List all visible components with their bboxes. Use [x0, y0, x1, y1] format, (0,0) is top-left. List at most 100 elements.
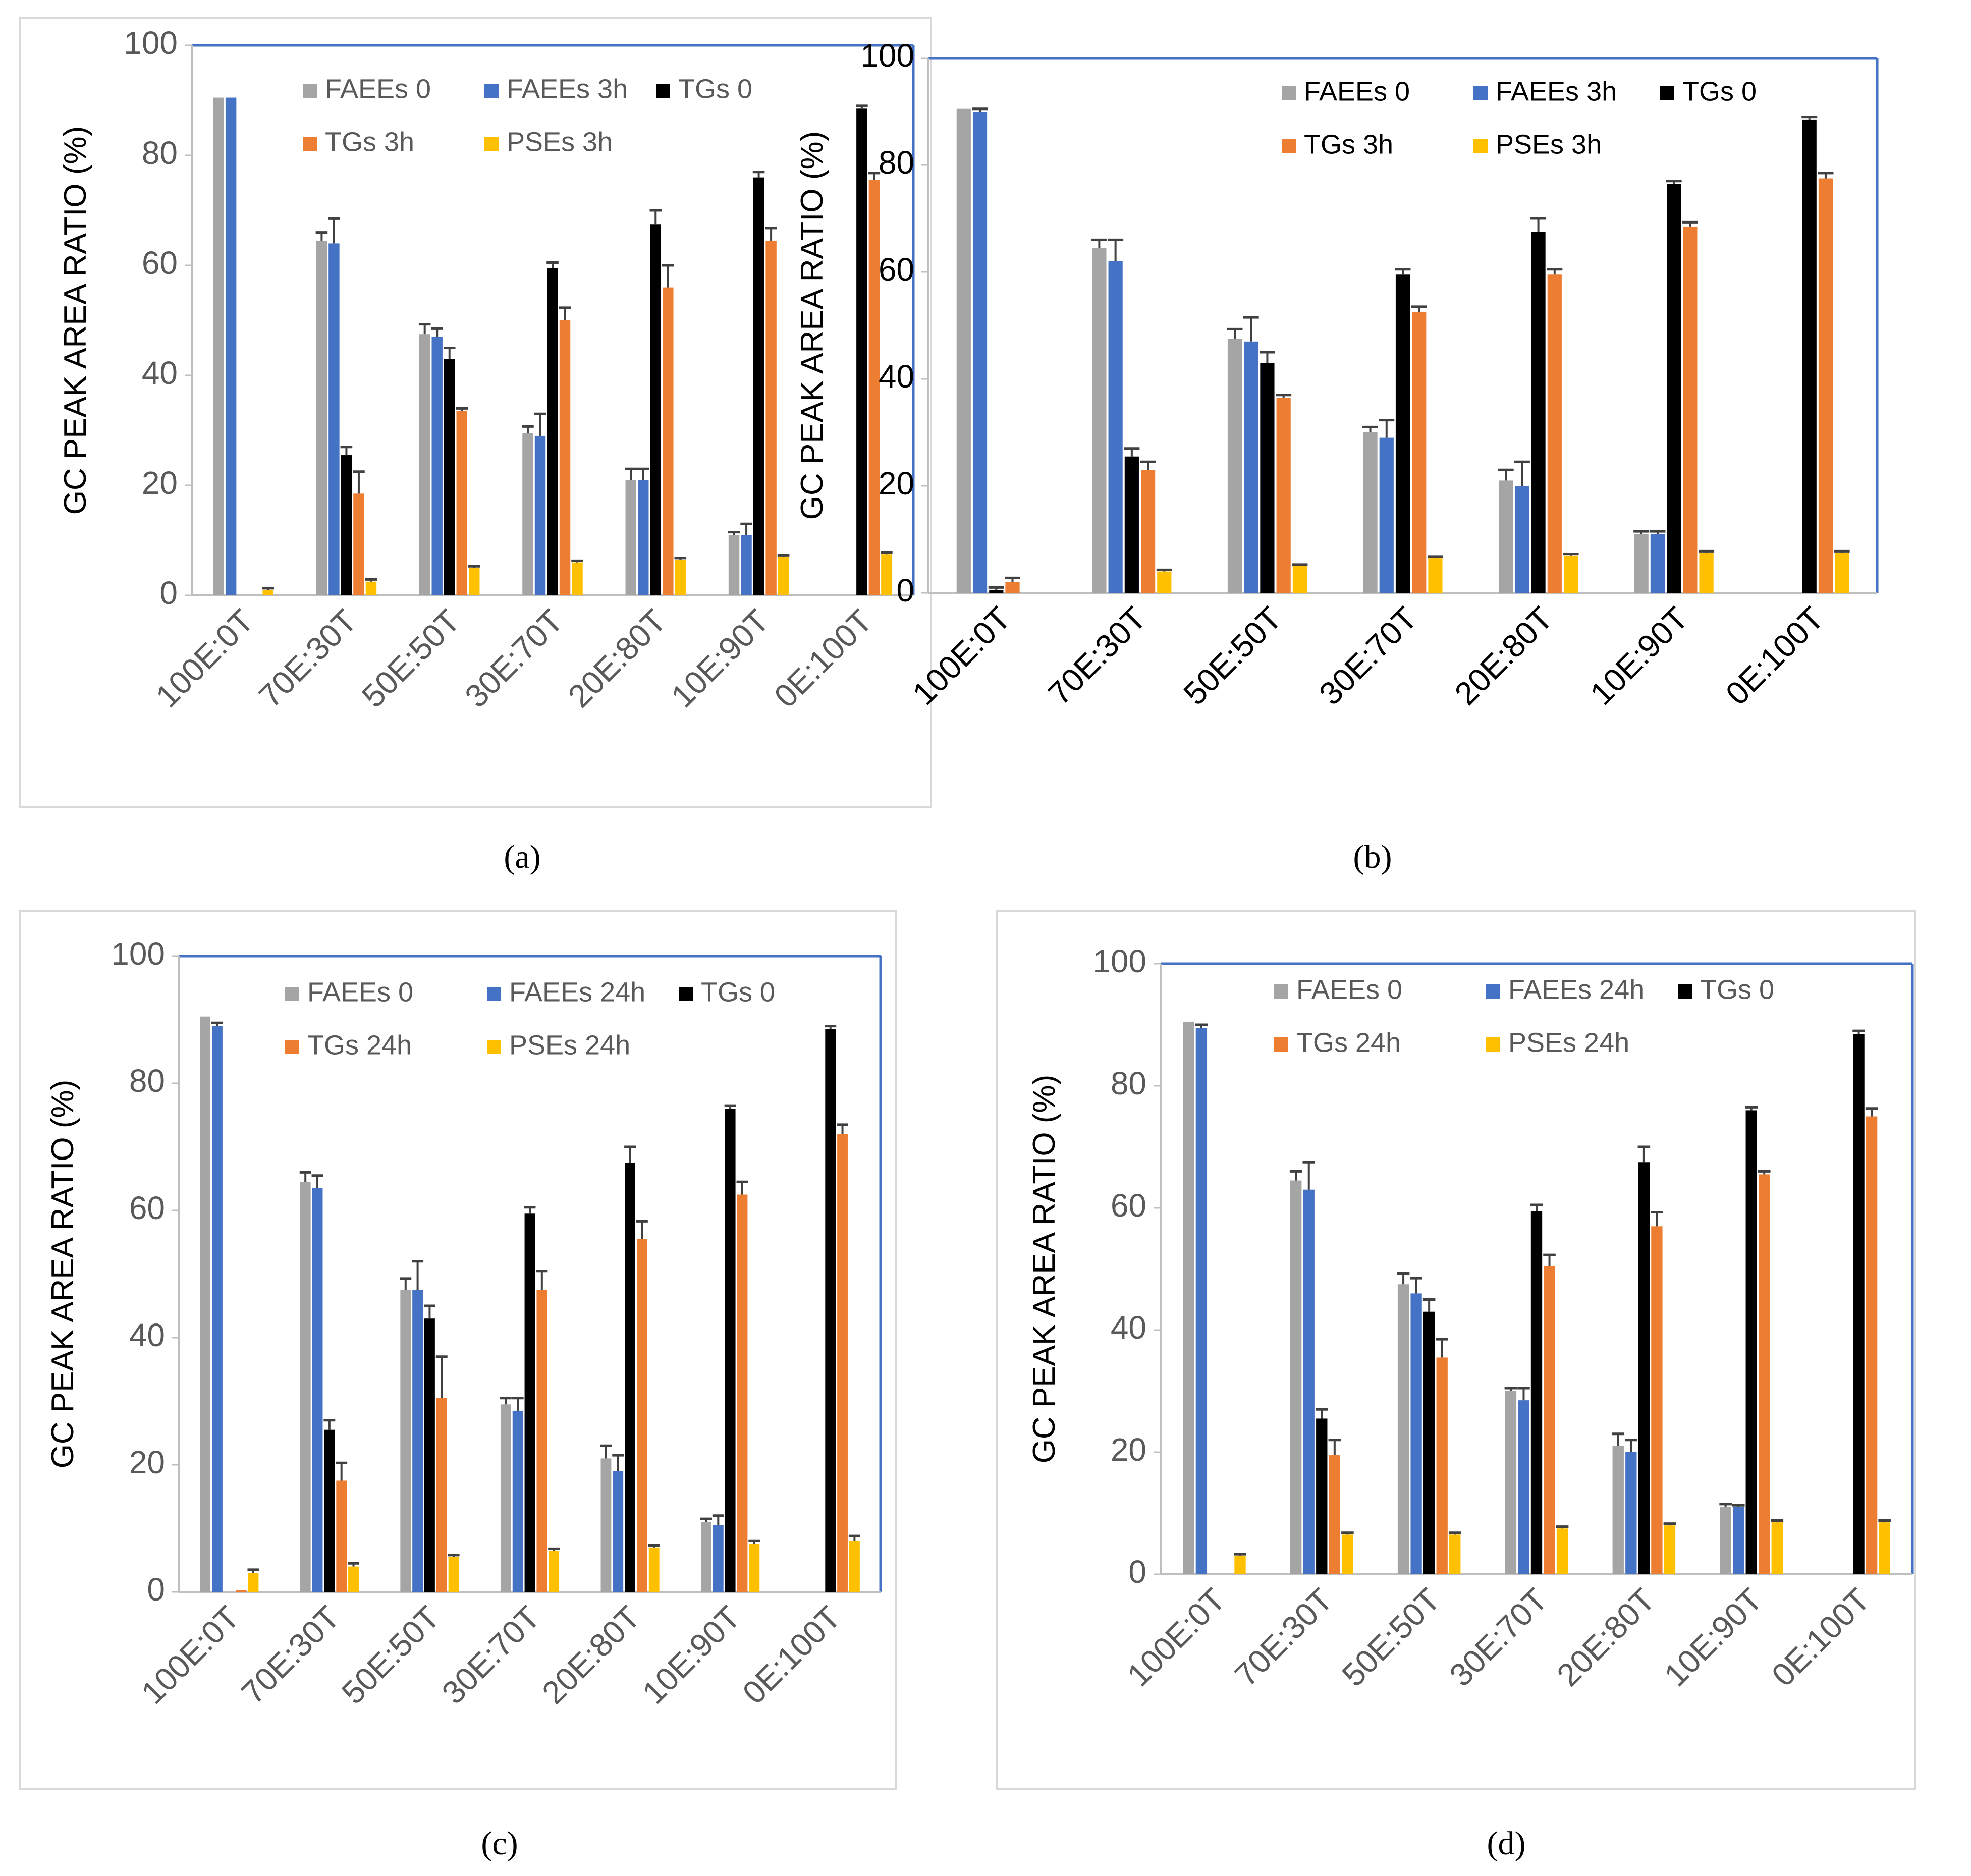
legend-swatch [679, 987, 693, 1001]
bar-tgs-0-6 [725, 1109, 736, 1592]
legend-swatch [484, 137, 499, 151]
bar-faees-3h-6 [1650, 534, 1665, 593]
bar-pses-3h-2 [365, 581, 377, 595]
legend-label: TGs 24h [1296, 1027, 1401, 1058]
legend-swatch [285, 1040, 299, 1054]
bar-faees-0-6 [728, 535, 740, 595]
legend-label: FAEEs 3h [1496, 76, 1617, 106]
bar-faees-0-6 [1634, 534, 1649, 593]
bar-pses-3h-3 [1292, 566, 1307, 593]
bar-faees-0-4 [1363, 432, 1378, 593]
bar-tgs-24h-7 [1866, 1116, 1878, 1574]
bar-tgs-0-7 [825, 1029, 836, 1592]
legend-swatch [1274, 984, 1288, 999]
legend-label: FAEEs 3h [507, 74, 628, 104]
bar-faees-0-1 [200, 1016, 211, 1592]
bar-tgs-0-6 [1745, 1110, 1757, 1574]
legend-swatch [303, 84, 317, 98]
legend-swatch [1486, 1037, 1500, 1052]
bar-pses-24h-7 [1879, 1522, 1890, 1574]
bar-pses-24h-7 [849, 1541, 860, 1592]
y-tick-label: 60 [129, 1190, 165, 1226]
bar-pses-3h-1 [262, 590, 273, 595]
x-tick-label: 70E:30T [1041, 600, 1153, 712]
bar-tgs-0-2 [1316, 1418, 1328, 1574]
bar-tgs-3h-2 [1140, 470, 1156, 593]
bar-faees-0-4 [500, 1404, 511, 1592]
bar-faees-0-4 [1505, 1391, 1517, 1574]
bar-pses-3h-2 [1157, 571, 1172, 593]
legend-swatch [285, 987, 299, 1001]
bar-pses-3h-7 [881, 554, 892, 595]
bar-tgs-0-2 [1124, 456, 1139, 593]
legend-label: TGs 0 [1700, 974, 1774, 1005]
panel-caption: (c) [481, 1825, 518, 1862]
bar-tgs-0-3 [1260, 363, 1275, 593]
bar-faees-24h-1 [1195, 1028, 1208, 1574]
legend-swatch [487, 1040, 501, 1054]
x-tick-label: 10E:90T [1583, 600, 1695, 712]
bar-tgs-0-4 [1395, 274, 1410, 593]
legend-swatch [656, 84, 670, 98]
panel-frame [19, 910, 897, 1790]
bar-faees-0-6 [701, 1522, 711, 1592]
panel-caption: (a) [504, 839, 540, 875]
legend-label: PSEs 3h [1496, 129, 1602, 159]
legend-swatch [1660, 86, 1674, 100]
bar-tgs-24h-3 [436, 1398, 447, 1592]
bar-faees-3h-3 [1244, 341, 1258, 593]
bar-faees-24h-2 [1303, 1189, 1315, 1574]
y-axis-title: GC PEAK AREA RATIO (%) [795, 131, 830, 520]
bar-tgs-3h-5 [1547, 274, 1562, 593]
bar-faees-3h-1 [972, 112, 988, 593]
y-tick-label: 20 [129, 1444, 165, 1480]
y-tick-label: 40 [1111, 1309, 1146, 1346]
legend-swatch [1473, 139, 1488, 153]
y-tick-label: 0 [896, 572, 914, 609]
bar-pses-3h-6 [1699, 553, 1714, 593]
bar-faees-3h-5 [638, 480, 649, 595]
bar-tgs-0-5 [625, 1163, 635, 1592]
y-tick-label: 100 [1092, 943, 1146, 979]
legend-label: FAEEs 0 [325, 74, 431, 104]
bar-tgs-0-7 [1853, 1034, 1865, 1574]
bar-tgs-0-4 [1530, 1211, 1543, 1574]
legend-swatch [1678, 984, 1692, 999]
bar-tgs-0-5 [1531, 232, 1546, 593]
bar-pses-3h-4 [1428, 558, 1443, 593]
bar-tgs-0-5 [1638, 1162, 1650, 1574]
y-tick-label: 0 [159, 575, 178, 611]
legend-swatch [1274, 1037, 1288, 1052]
bar-faees-0-1 [213, 97, 224, 596]
y-tick-label: 40 [879, 358, 914, 395]
legend-swatch [487, 987, 501, 1001]
bar-faees-24h-5 [613, 1471, 624, 1592]
bar-faees-24h-1 [212, 1026, 223, 1592]
bar-faees-24h-4 [512, 1410, 523, 1592]
legend-label: PSEs 24h [509, 1030, 630, 1060]
y-axis-title: GC PEAK AREA RATIO (%) [1027, 1075, 1062, 1464]
bar-tgs-3h-5 [663, 287, 674, 595]
bar-tgs-0-3 [424, 1318, 435, 1592]
bar-tgs-0-1 [989, 590, 1004, 593]
bar-faees-0-5 [1499, 480, 1513, 593]
bar-pses-24h-4 [549, 1551, 560, 1592]
x-tick-label: 20E:80T [1448, 600, 1560, 712]
bar-faees-24h-5 [1625, 1452, 1637, 1574]
bar-pses-3h-7 [1835, 553, 1849, 593]
bar-tgs-24h-6 [1759, 1174, 1770, 1574]
legend-label: FAEEs 24h [1508, 974, 1645, 1005]
bar-tgs-0-6 [1667, 184, 1681, 593]
legend-label: FAEEs 0 [1296, 974, 1402, 1005]
legend-label: PSEs 3h [507, 127, 613, 157]
bar-pses-3h-3 [469, 568, 480, 595]
y-tick-label: 80 [879, 144, 914, 181]
legend-label: TGs 3h [1304, 129, 1393, 159]
bar-tgs-3h-3 [1276, 398, 1291, 593]
bar-tgs-3h-7 [1818, 178, 1833, 593]
x-tick-label: 50E:50T [1177, 600, 1289, 712]
bar-pses-24h-4 [1556, 1528, 1568, 1574]
